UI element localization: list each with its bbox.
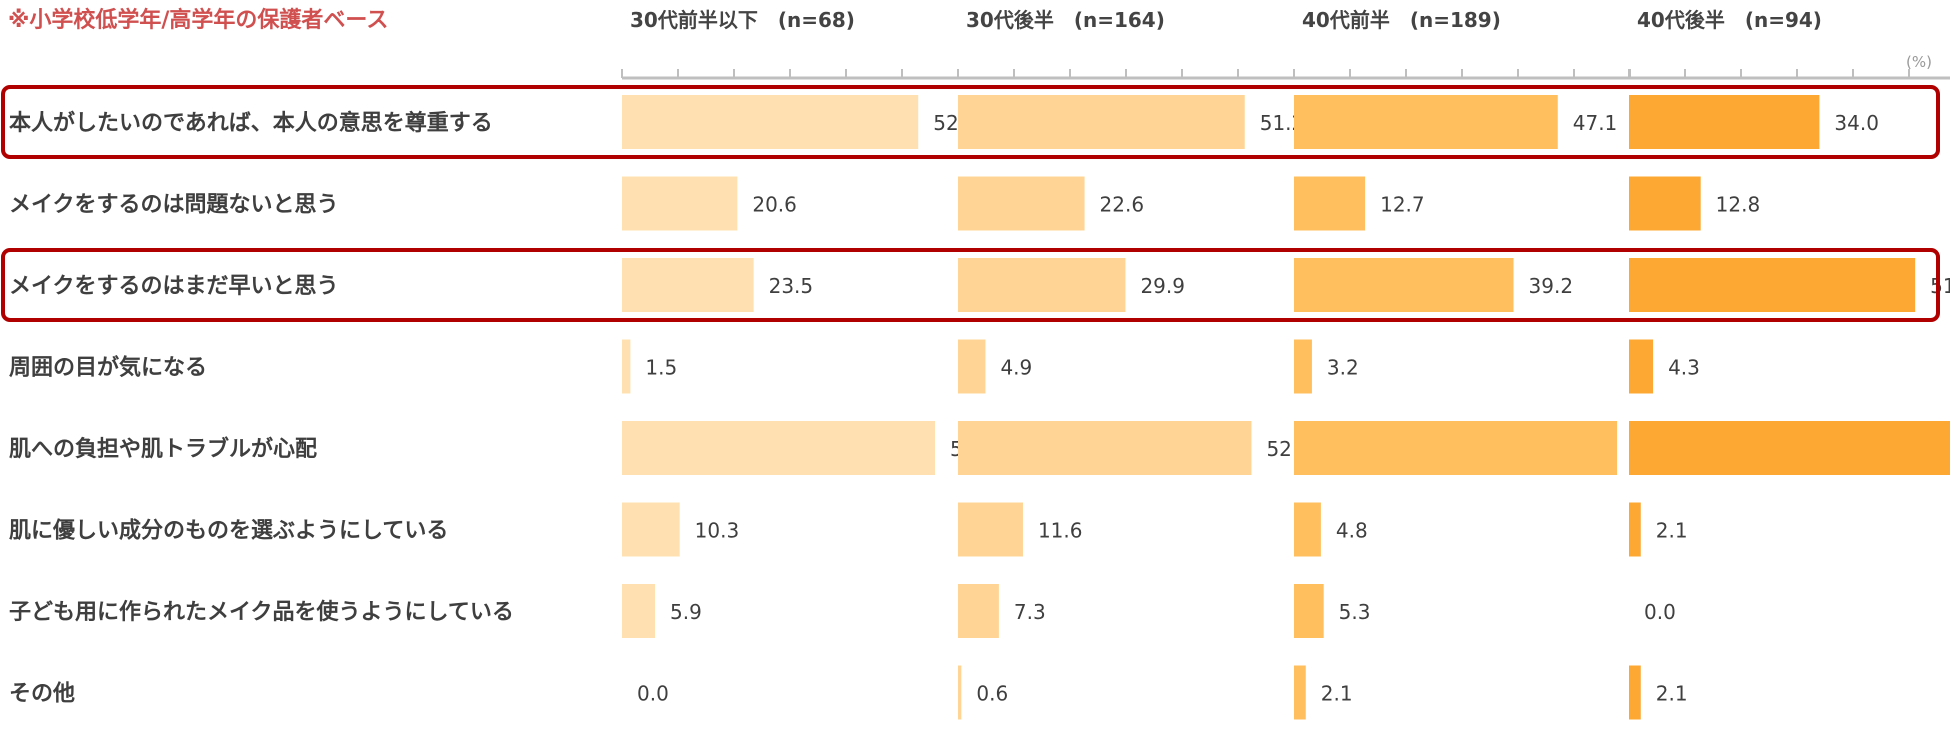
chart-note: ※小学校低学年/高学年の保護者ベース bbox=[8, 7, 388, 33]
value-label: 3.2 bbox=[1327, 356, 1359, 380]
unit-label: (%) bbox=[1906, 53, 1932, 71]
row-label: 肌に優しい成分のものを選ぶようにしている bbox=[9, 519, 448, 544]
series-header: 40代前半 (n=189) bbox=[1302, 8, 1501, 32]
bar bbox=[622, 584, 656, 638]
row-label: 肌への負担や肌トラブルが心配 bbox=[9, 436, 317, 462]
bar bbox=[958, 421, 1252, 475]
value-label: 20.6 bbox=[752, 193, 797, 217]
bar bbox=[958, 95, 1245, 149]
bar bbox=[958, 339, 986, 394]
bar bbox=[1294, 584, 1324, 638]
value-label: 5.3 bbox=[1339, 600, 1371, 624]
value-label: 39.2 bbox=[1529, 274, 1574, 298]
value-label: 1.5 bbox=[645, 356, 677, 380]
value-label: 0.0 bbox=[1644, 600, 1676, 624]
value-label: 11.6 bbox=[1038, 519, 1083, 543]
row-label: その他 bbox=[9, 682, 75, 707]
bar bbox=[622, 258, 754, 312]
value-label: 5.9 bbox=[670, 600, 702, 624]
bar bbox=[1294, 95, 1558, 149]
bar bbox=[1629, 176, 1701, 231]
value-label: 51.1 bbox=[1930, 274, 1950, 298]
bar bbox=[622, 176, 738, 231]
bar bbox=[1629, 665, 1641, 720]
series-header: 40代後半 (n=94) bbox=[1637, 8, 1822, 32]
bar bbox=[1629, 95, 1820, 149]
value-label: 47.1 bbox=[1573, 111, 1618, 135]
row-label: 周囲の目が気になる bbox=[9, 355, 207, 381]
highlight-box bbox=[1, 85, 1940, 159]
bar bbox=[1629, 502, 1641, 557]
value-label: 2.1 bbox=[1656, 682, 1688, 706]
bar bbox=[622, 421, 936, 475]
value-label: 23.5 bbox=[769, 274, 814, 298]
value-label: 4.9 bbox=[1000, 356, 1032, 380]
bar bbox=[1294, 339, 1312, 394]
bar bbox=[622, 502, 680, 557]
bar bbox=[958, 665, 962, 720]
bar bbox=[1294, 502, 1321, 557]
value-label: 4.8 bbox=[1336, 519, 1368, 543]
bar bbox=[958, 584, 999, 638]
value-label: 4.3 bbox=[1668, 356, 1700, 380]
row-label: 子ども用に作られたメイク品を使うようにしている bbox=[9, 600, 514, 625]
value-label: 10.3 bbox=[695, 519, 740, 543]
value-label: 2.1 bbox=[1321, 682, 1353, 706]
bar bbox=[1629, 339, 1654, 394]
value-label: 34.0 bbox=[1834, 111, 1879, 135]
plot-area: 本人がしたいのであれば、本人の意思を尊重するメイクをするのは問題ないと思うメイク… bbox=[1, 8, 1950, 720]
bar bbox=[1629, 421, 1950, 475]
value-label: 7.3 bbox=[1014, 600, 1046, 624]
bar bbox=[958, 502, 1023, 557]
bar bbox=[1294, 176, 1366, 231]
value-label: 0.6 bbox=[976, 682, 1008, 706]
series-header: 30代前半以下 (n=68) bbox=[630, 8, 855, 32]
series-header: 30代後半 (n=164) bbox=[966, 8, 1165, 32]
row-label: 本人がしたいのであれば、本人の意思を尊重する bbox=[9, 110, 493, 136]
highlight-box bbox=[1, 248, 1940, 322]
value-label: 2.1 bbox=[1656, 519, 1688, 543]
bar bbox=[622, 95, 919, 149]
bar bbox=[958, 176, 1085, 231]
value-label: 12.7 bbox=[1380, 193, 1425, 217]
row-label: メイクをするのはまだ早いと思う bbox=[9, 274, 339, 299]
bar bbox=[1294, 421, 1618, 475]
value-label: 12.8 bbox=[1716, 193, 1761, 217]
value-label: 29.9 bbox=[1140, 274, 1185, 298]
bar bbox=[958, 258, 1126, 312]
bar bbox=[1629, 258, 1916, 312]
bar bbox=[1294, 258, 1514, 312]
row-label: メイクをするのは問題ないと思う bbox=[9, 193, 339, 218]
bar bbox=[1294, 665, 1306, 720]
value-label: 22.6 bbox=[1100, 193, 1145, 217]
value-label: 0.0 bbox=[637, 682, 669, 706]
bar bbox=[622, 339, 631, 394]
